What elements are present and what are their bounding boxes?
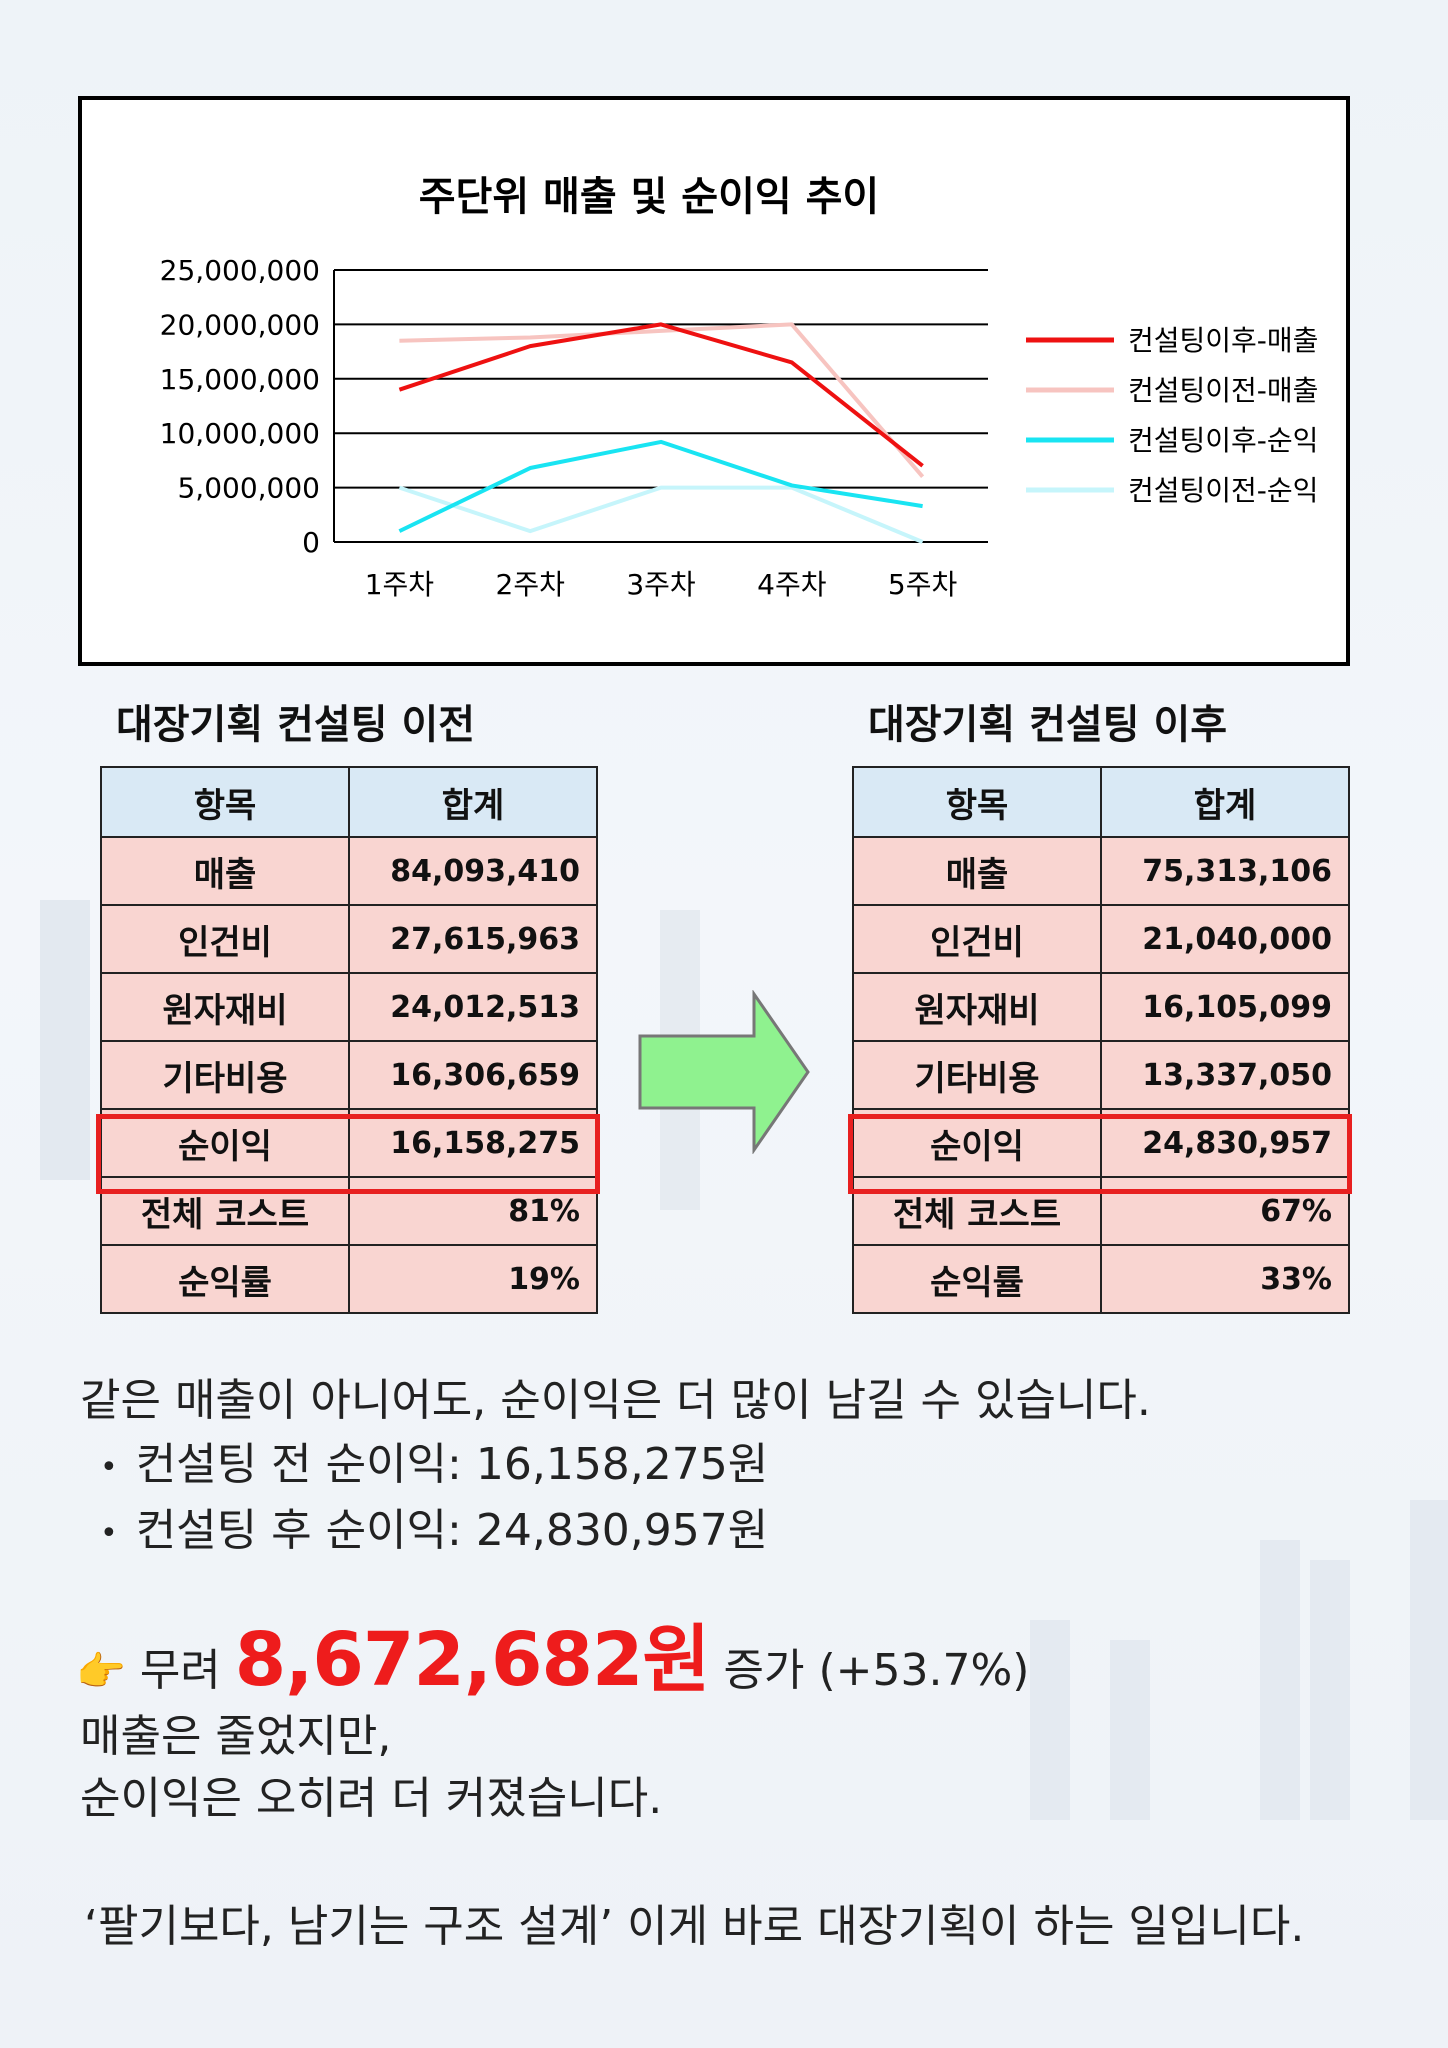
- series-line: [398, 322, 924, 468]
- summary-line: 같은 매출이 아니어도, 순이익은 더 많이 남길 수 있습니다.: [80, 1375, 1151, 1426]
- table-row: 인건비 27,615,963: [100, 904, 598, 974]
- table-row: 원자재비 24,012,513: [100, 972, 598, 1042]
- table-row: 순익률 19%: [100, 1244, 598, 1314]
- row-item: 기타비용: [852, 1040, 1102, 1110]
- y-tick-label: 10,000,000: [160, 417, 320, 450]
- bullet-before: • 컨설팅 전 순이익: 16,158,275원: [100, 1439, 769, 1490]
- bullet-after: • 컨설팅 후 순이익: 24,830,957원: [100, 1505, 769, 1556]
- header-item: 항목: [100, 766, 350, 838]
- y-tick-label: 5,000,000: [177, 472, 320, 505]
- net-profit-highlight-after: [848, 1114, 1352, 1194]
- legend-label: 컨설팅이전-순익: [1128, 474, 1318, 507]
- table-before-heading: 대장기획 컨설팅 이전: [116, 702, 476, 748]
- table-row: 매출 84,093,410: [100, 836, 598, 906]
- table-row: 전체 코스트 67%: [852, 1176, 1350, 1246]
- row-item: 순이익: [100, 1108, 350, 1178]
- row-item: 순익률: [852, 1244, 1102, 1314]
- y-axis-ticks: 25,000,000 20,000,000 15,000,000 10,000,000…: [160, 254, 320, 559]
- table-row: 순이익 16,158,275: [100, 1108, 598, 1178]
- revenue-down-line: 매출은 줄었지만,: [80, 1711, 392, 1762]
- legend-label: 컨설팅이후-매출: [1128, 324, 1318, 357]
- y-tick-label: 20,000,000: [160, 308, 320, 341]
- header-item: 항목: [852, 766, 1102, 838]
- row-value: 81%: [348, 1176, 598, 1246]
- row-value: 24,830,957: [1100, 1108, 1350, 1178]
- table-before: 항목 합계 매출 84,093,410 인건비 27,615,963 원자재비 24,…: [100, 766, 598, 1314]
- x-tick-label: 5주차: [888, 568, 957, 601]
- increase-amount: 8,672,682원: [234, 1617, 711, 1703]
- x-tick-label: 4주차: [757, 568, 826, 601]
- chart-title: 주단위 매출 및 순이익 추이: [419, 174, 880, 220]
- legend-label: 컨설팅이전-매출: [1128, 374, 1318, 407]
- table-row: 전체 코스트 81%: [100, 1176, 598, 1246]
- table-header-row: 항목 합계: [852, 766, 1350, 838]
- increase-suffix: 증가 (+53.7%): [723, 1645, 1030, 1696]
- row-item: 전체 코스트: [852, 1176, 1102, 1246]
- table-after-heading: 대장기획 컨설팅 이후: [868, 702, 1228, 748]
- bullet-after-text: 컨설팅 후 순이익: 24,830,957원: [135, 1505, 769, 1556]
- row-value: 16,158,275: [348, 1108, 598, 1178]
- row-item: 인건비: [852, 904, 1102, 974]
- row-item: 순이익: [852, 1108, 1102, 1178]
- row-item: 원자재비: [852, 972, 1102, 1042]
- row-value: 33%: [1100, 1244, 1350, 1314]
- table-row: 매출 75,313,106: [852, 836, 1350, 906]
- row-item: 전체 코스트: [100, 1176, 350, 1246]
- row-value: 13,337,050: [1100, 1040, 1350, 1110]
- pointing-hand-icon: 👉: [76, 1649, 126, 1695]
- x-tick-label: 3주차: [626, 568, 695, 601]
- header-total: 합계: [1100, 766, 1350, 838]
- row-item: 순익률: [100, 1244, 350, 1314]
- row-item: 매출: [100, 836, 350, 906]
- row-value: 24,012,513: [348, 972, 598, 1042]
- table-row: 순이익 24,830,957: [852, 1108, 1350, 1178]
- chart-canvas: 주단위 매출 및 순이익 추이 25,000,000 20,000,000 15,0…: [160, 174, 1319, 601]
- weekly-trend-chart: 주단위 매출 및 순이익 추이 25,000,000 20,000,000 15,0…: [78, 96, 1350, 666]
- row-item: 기타비용: [100, 1040, 350, 1110]
- chart-series: [398, 322, 925, 544]
- series-line: [399, 322, 925, 479]
- increase-prefix: 무려: [139, 1645, 221, 1696]
- row-value: 16,105,099: [1100, 972, 1350, 1042]
- legend-label: 컨설팅이후-순익: [1128, 424, 1318, 457]
- row-item: 원자재비: [100, 972, 350, 1042]
- row-value: 16,306,659: [348, 1040, 598, 1110]
- x-tick-label: 2주차: [496, 568, 565, 601]
- y-tick-label: 0: [302, 526, 320, 559]
- header-total: 합계: [348, 766, 598, 838]
- series-line: [398, 439, 923, 533]
- table-row: 기타비용 13,337,050: [852, 1040, 1350, 1110]
- arrow-right-icon: [636, 989, 812, 1158]
- row-value: 75,313,106: [1100, 836, 1350, 906]
- x-axis-ticks: 1주차 2주차 3주차 4주차 5주차: [365, 568, 958, 601]
- y-tick-label: 25,000,000: [160, 254, 320, 287]
- y-tick-label: 15,000,000: [160, 363, 320, 396]
- table-after: 항목 합계 매출 75,313,106 인건비 21,040,000 원자재비 16,…: [852, 766, 1350, 1314]
- x-tick-label: 1주차: [365, 568, 434, 601]
- series-line: [398, 485, 924, 544]
- increase-line: 👉 무려 8,672,682원 증가 (+53.7%): [76, 1600, 1029, 1707]
- closing-line: ‘팔기보다, 남기는 구조 설계’ 이게 바로 대장기획이 하는 일입니다.: [84, 1901, 1305, 1952]
- row-item: 인건비: [100, 904, 350, 974]
- row-value: 27,615,963: [348, 904, 598, 974]
- bullet-before-text: 컨설팅 전 순이익: 16,158,275원: [135, 1439, 769, 1490]
- row-item: 매출: [852, 836, 1102, 906]
- row-value: 19%: [348, 1244, 598, 1314]
- table-row: 기타비용 16,306,659: [100, 1040, 598, 1110]
- row-value: 21,040,000: [1100, 904, 1350, 974]
- table-row: 인건비 21,040,000: [852, 904, 1350, 974]
- row-value: 84,093,410: [348, 836, 598, 906]
- table-row: 순익률 33%: [852, 1244, 1350, 1314]
- table-row: 원자재비 16,105,099: [852, 972, 1350, 1042]
- profit-up-line: 순이익은 오히려 더 커졌습니다.: [80, 1773, 663, 1824]
- net-profit-highlight-before: [96, 1114, 600, 1194]
- table-header-row: 항목 합계: [100, 766, 598, 838]
- row-value: 67%: [1100, 1176, 1350, 1246]
